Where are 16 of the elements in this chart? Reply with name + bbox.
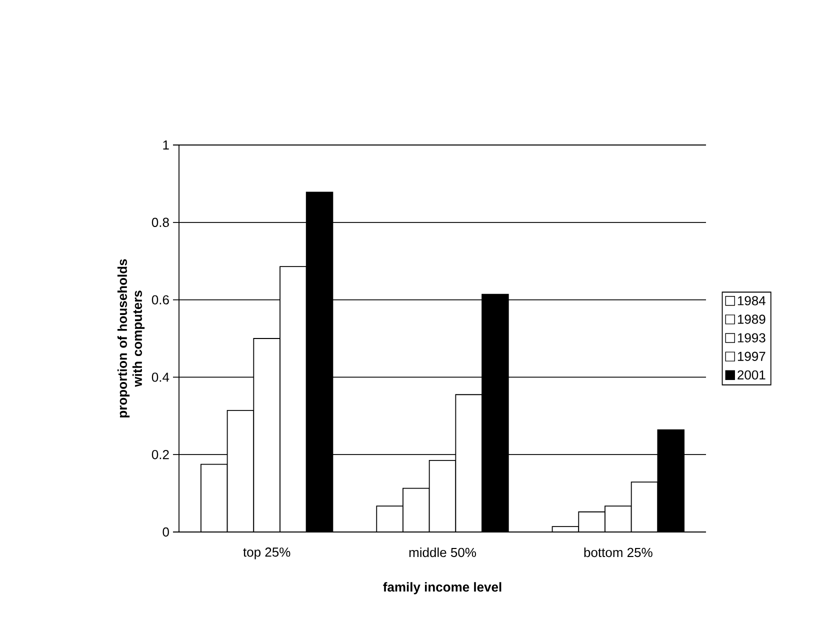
x-tick-label: bottom 25% bbox=[584, 548, 652, 558]
x-axis-title: family income level bbox=[383, 582, 502, 594]
x-tick-label: middle 50% bbox=[409, 548, 476, 558]
y-tick-label: 0 bbox=[162, 527, 169, 537]
x-tick-label: top 25% bbox=[243, 548, 290, 560]
y-tick-label: 0.8 bbox=[152, 218, 169, 227]
y-tick-label: 0.6 bbox=[152, 295, 169, 304]
legend-label: 2001 bbox=[738, 370, 766, 380]
legend-label: 1997 bbox=[738, 352, 766, 361]
y-tick-label: 0.2 bbox=[152, 450, 169, 460]
y-axis-title: proportion of households with computers bbox=[117, 259, 145, 418]
legend-label: 1989 bbox=[738, 314, 766, 324]
y-tick-label: 0.4 bbox=[152, 372, 170, 382]
legend-label: 1984 bbox=[738, 296, 766, 306]
legend-label: 1993 bbox=[738, 333, 766, 342]
y-tick-label: 1 bbox=[163, 140, 169, 150]
